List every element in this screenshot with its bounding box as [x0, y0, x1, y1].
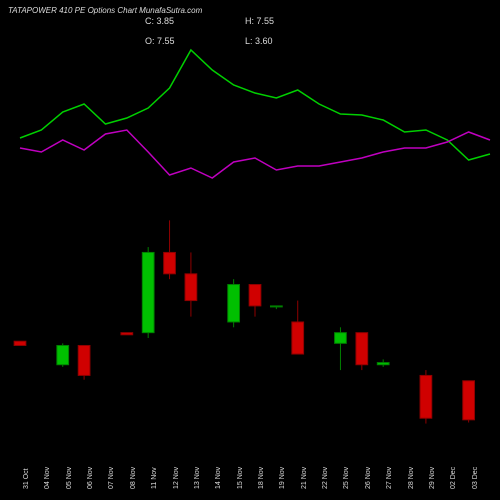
candle-body — [78, 345, 90, 375]
high-label: H: — [245, 16, 254, 26]
close-value: 3.85 — [157, 16, 175, 26]
candle-body — [420, 375, 432, 418]
indicator-line — [20, 130, 490, 178]
high-value: 7.55 — [257, 16, 275, 26]
x-axis-label: 13 Nov — [194, 467, 201, 489]
x-axis-label: 11 Nov — [151, 467, 158, 489]
indicator-panel — [0, 40, 500, 210]
x-axis-label: 07 Nov — [108, 467, 115, 489]
chart-container: { "title": "TATAPOWER 410 PE Options Cha… — [0, 0, 500, 500]
candle-body — [377, 363, 389, 365]
candle-body — [356, 333, 368, 365]
x-axis-label: 04 Nov — [44, 467, 51, 489]
x-axis-label: 12 Nov — [173, 467, 180, 489]
x-axis-label: 08 Nov — [130, 467, 137, 489]
candle-body — [292, 322, 304, 354]
x-axis-label: 18 Nov — [258, 467, 265, 489]
x-axis-label: 22 Nov — [322, 467, 329, 489]
candle-body — [57, 345, 69, 364]
x-axis-label: 06 Nov — [87, 467, 94, 489]
candle-body — [164, 252, 176, 273]
x-axis-label: 29 Nov — [429, 467, 436, 489]
x-axis-label: 03 Dec — [472, 467, 479, 489]
x-axis-label: 27 Nov — [386, 467, 393, 489]
x-axis: 31 Oct 04 Nov 05 Nov 06 Nov 07 Nov 08 Nov 11 N… — [0, 466, 500, 500]
x-axis-label: 26 Nov — [365, 467, 372, 489]
candle-body — [185, 274, 197, 301]
candle-body — [270, 306, 282, 307]
candle-body — [142, 252, 154, 332]
x-axis-label: 28 Nov — [408, 467, 415, 489]
candle-body — [335, 333, 347, 344]
candle-body — [228, 285, 240, 322]
x-axis-label: 02 Dec — [450, 467, 457, 489]
x-axis-label: 14 Nov — [215, 467, 222, 489]
x-axis-label: 31 Oct — [23, 468, 30, 489]
candle-body — [121, 333, 133, 335]
x-axis-label: 21 Nov — [301, 467, 308, 489]
candle-body — [249, 285, 261, 306]
candle-body — [14, 341, 26, 345]
x-axis-label: 15 Nov — [237, 467, 244, 489]
indicator-line — [20, 50, 490, 160]
close-label: C: — [145, 16, 154, 26]
candlestick-panel — [0, 210, 500, 466]
x-axis-label: 19 Nov — [279, 467, 286, 489]
x-axis-label: 25 Nov — [343, 467, 350, 489]
candle-body — [463, 381, 475, 420]
x-axis-label: 05 Nov — [66, 467, 73, 489]
